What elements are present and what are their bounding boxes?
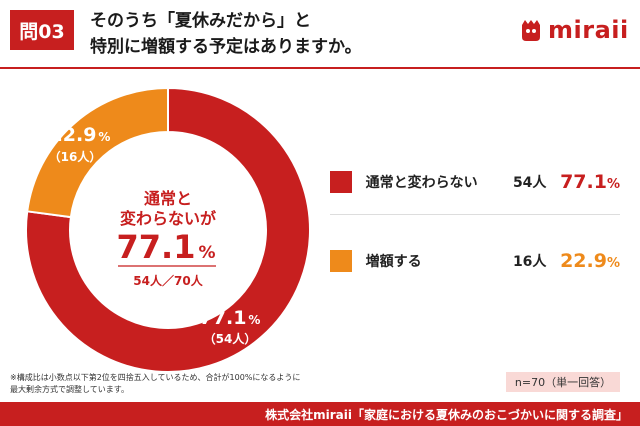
slice-label-orange-count: （16人） [49,149,102,164]
legend-swatch-orange [330,250,352,272]
slice-red-pct-unit: % [248,313,260,327]
center-percent-unit: % [198,243,215,263]
center-percent: 77.1% [117,228,216,266]
legend-swatch-red [330,171,352,193]
legend-percent-value: 22.9 [560,250,607,272]
legend-label: 増額する [365,254,422,270]
legend-label: 通常と変わらない [365,175,478,191]
slice-orange-pct-value: 22.9 [50,124,97,146]
title-line-1: そのうち「夏休みだから」と [90,11,311,31]
legend-item-increase: 増額する 16人 22.9% [330,246,620,276]
brand-logo: miraii [518,16,629,44]
question-badge: 問03 [10,10,74,50]
page-title: そのうち「夏休みだから」と 特別に増額する予定はありますか。 [90,8,362,60]
center-line-2: 変わらないが [120,209,216,228]
legend-divider [330,214,620,215]
legend-count: 16人 [512,254,547,270]
center-sub: 54人／70人 [133,273,203,288]
sample-size-badge: n=70（単一回答） [506,372,620,392]
footnote: ※構成比は小数点以下第2位を四捨五入しているため、合計が100%になるように 最… [10,372,300,396]
footer-source: 株式会社miraii「家庭における夏休みのおこづかいに関する調査」 [265,408,628,422]
legend-percent-value: 77.1 [560,171,607,193]
slice-label-red-pct: 77.1% [200,307,261,329]
footnote-line-1: ※構成比は小数点以下第2位を四捨五入しているため、合計が100%になるように [10,373,301,382]
header-divider [0,67,640,69]
legend-percent-unit: % [606,256,620,271]
donut-slice-increase [26,86,169,219]
center-line-1: 通常と [144,189,192,208]
slice-red-pct-value: 77.1 [200,307,247,329]
footnote-line-2: 最大剰余方式で調整しています。 [10,385,129,394]
slice-label-red-count: （54人） [204,331,257,346]
slice-orange-pct-unit: % [98,130,110,144]
legend-percent: 77.1% [560,171,620,193]
center-percent-value: 77.1 [117,228,196,266]
miraii-mascot-icon [522,20,540,41]
slice-label-orange-pct: 22.9% [50,124,111,146]
legend-percent-unit: % [606,177,620,192]
legend-item-unchanged: 通常と変わらない 54人 77.1% [330,167,620,197]
footer-bar: 株式会社miraii「家庭における夏休みのおこづかいに関する調査」 [0,402,640,426]
legend-count: 54人 [512,175,547,191]
donut-slice-unchanged [25,86,311,373]
logo-text: miraii [548,16,629,44]
legend-percent: 22.9% [560,250,620,272]
title-line-2: 特別に増額する予定はありますか。 [90,37,362,57]
